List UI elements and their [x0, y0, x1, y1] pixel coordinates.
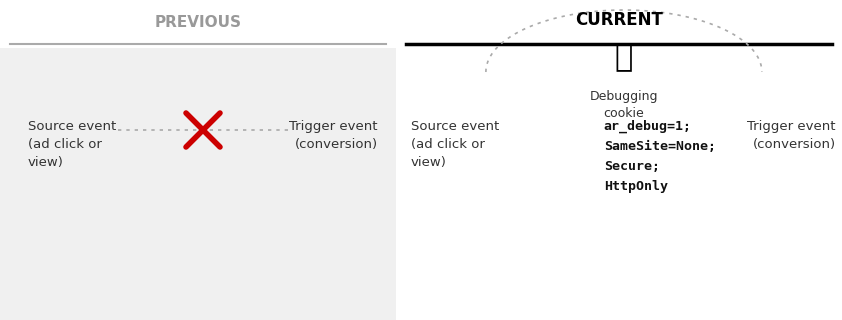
Text: Trigger event
(conversion): Trigger event (conversion) — [290, 120, 378, 151]
Text: Source event
(ad click or
view): Source event (ad click or view) — [28, 120, 116, 169]
Text: Trigger event
(conversion): Trigger event (conversion) — [748, 120, 836, 151]
Text: Source event
(ad click or
view): Source event (ad click or view) — [411, 120, 499, 169]
Text: PREVIOUS: PREVIOUS — [154, 14, 242, 29]
FancyBboxPatch shape — [0, 48, 396, 320]
Text: ar_debug=1;
SameSite=None;
Secure;
HttpOnly: ar_debug=1; SameSite=None; Secure; HttpO… — [604, 120, 716, 193]
Text: CURRENT: CURRENT — [575, 11, 663, 29]
Text: Debugging
cookie: Debugging cookie — [589, 90, 658, 120]
Text: 🍪: 🍪 — [615, 44, 633, 73]
